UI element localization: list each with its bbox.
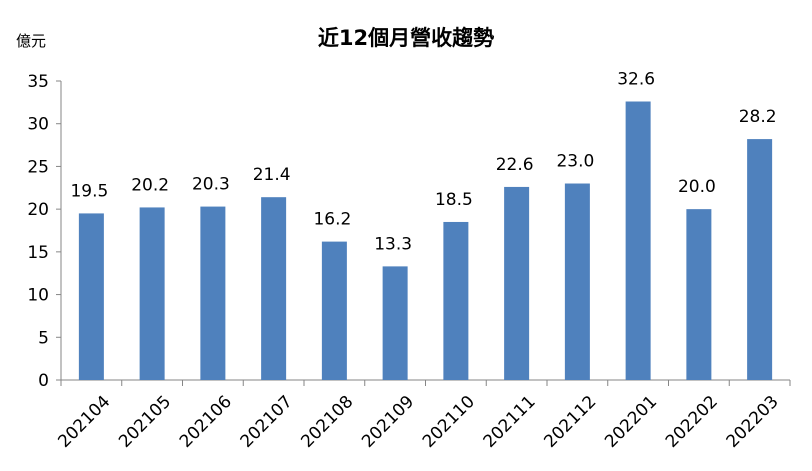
data-label: 20.0: [678, 177, 716, 197]
bar: [382, 266, 408, 380]
x-tick-label: 202201: [601, 392, 661, 452]
data-label: 32.6: [617, 70, 655, 90]
bar: [200, 206, 226, 380]
y-axis-unit-label: 億元: [16, 32, 47, 50]
bar: [78, 213, 104, 380]
data-label: 23.0: [556, 152, 594, 172]
bar: [747, 139, 773, 380]
bar: [625, 101, 651, 380]
x-tick-label: 202108: [297, 392, 357, 452]
data-label: 28.2: [739, 107, 777, 127]
chart-title: 近12個月營收趨勢: [317, 26, 495, 50]
y-tick-label: 10: [27, 286, 49, 306]
y-tick-label: 25: [27, 157, 49, 177]
data-label: 20.2: [131, 175, 169, 195]
data-label: 18.5: [435, 190, 473, 210]
bar: [321, 241, 347, 380]
data-label: 21.4: [253, 165, 291, 185]
x-tick-label: 202202: [662, 392, 722, 452]
bar: [443, 221, 469, 380]
x-tick-label: 202110: [419, 392, 479, 452]
y-tick-label: 0: [38, 371, 49, 391]
x-tick-label: 202203: [723, 392, 783, 452]
bar: [504, 186, 530, 380]
bar: [686, 209, 712, 380]
y-tick-label: 35: [27, 72, 49, 92]
x-tick-label: 202109: [358, 392, 418, 452]
x-tick-label: 202107: [237, 392, 297, 452]
data-label: 13.3: [374, 234, 412, 254]
y-tick-label: 30: [27, 115, 49, 135]
data-label: 16.2: [313, 210, 351, 230]
bar: [261, 197, 287, 380]
bar: [564, 183, 590, 380]
x-tick-label: 202105: [115, 392, 175, 452]
x-tick-label: 202112: [540, 392, 600, 452]
x-tick-label: 202106: [176, 392, 236, 452]
data-label: 19.5: [70, 181, 108, 201]
y-tick-label: 20: [27, 200, 49, 220]
y-tick-label: 5: [38, 328, 49, 348]
x-tick-label: 202104: [54, 392, 114, 452]
y-tick-label: 15: [27, 243, 49, 263]
bar: [139, 207, 165, 380]
data-label: 20.3: [192, 175, 230, 195]
data-label: 22.6: [496, 155, 534, 175]
x-tick-label: 202111: [480, 392, 540, 452]
